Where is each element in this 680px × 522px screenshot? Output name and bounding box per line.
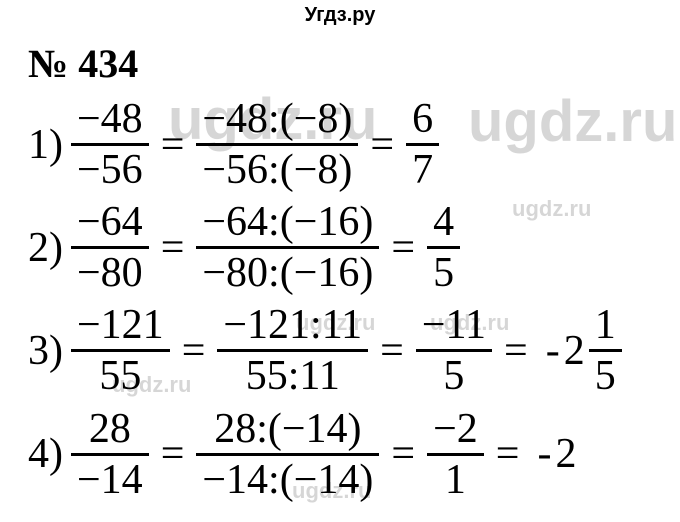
equals-sign: = [380, 330, 404, 372]
equals-sign: = [161, 227, 185, 269]
equals-sign: = [182, 330, 206, 372]
equation-index: 3) [28, 330, 63, 372]
denominator: 1 [439, 458, 472, 502]
numerator: 28 [83, 407, 137, 451]
equals-sign: = [161, 433, 185, 475]
fraction: −64 −80 [71, 200, 149, 295]
numerator: −11 [416, 303, 492, 347]
denominator: −80 [71, 251, 149, 295]
numerator: −48:(−8) [196, 97, 358, 141]
fraction: −121 55 [71, 303, 170, 398]
numerator: −2 [427, 407, 484, 451]
denominator: −14 [71, 458, 149, 502]
denominator: −56 [71, 148, 149, 192]
equals-sign: = [391, 227, 415, 269]
numerator: −64:(−16) [196, 200, 379, 244]
fraction-bar [196, 453, 379, 456]
fraction: −48:(−8) −56:(−8) [196, 97, 358, 192]
equation-index: 2) [28, 227, 63, 269]
denominator: 5 [589, 354, 622, 398]
equation-index: 1) [28, 124, 63, 166]
minus-sign: - [546, 330, 560, 372]
fraction: −64:(−16) −80:(−16) [196, 200, 379, 295]
equation-row: 2) −64 −80 = −64:(−16) −80:(−16) = 4 5 [28, 200, 680, 295]
denominator: 55 [93, 354, 147, 398]
fraction: −11 5 [416, 303, 492, 398]
fraction-bar [589, 349, 622, 352]
equals-sign: = [161, 124, 185, 166]
fraction: 28:(−14) −14:(−14) [196, 407, 379, 502]
denominator: 7 [406, 148, 439, 192]
fraction-bar [196, 143, 358, 146]
fraction-bar [427, 246, 460, 249]
fraction-bar [196, 246, 379, 249]
fraction-bar [71, 453, 149, 456]
fraction: −121:11 55:11 [217, 303, 368, 398]
denominator: 55:11 [240, 354, 346, 398]
denominator: −56:(−8) [196, 148, 358, 192]
denominator: 5 [427, 251, 460, 295]
minus-sign: - [537, 433, 551, 475]
fraction: −2 1 [427, 407, 484, 502]
equals-sign: = [370, 124, 394, 166]
fraction-bar [406, 143, 439, 146]
fraction-bar [416, 349, 492, 352]
denominator: 5 [437, 354, 470, 398]
numerator: −64 [71, 200, 149, 244]
fraction-bar [427, 453, 484, 456]
numerator: 4 [427, 200, 460, 244]
fraction: −48 −56 [71, 97, 149, 192]
fraction: 1 5 [589, 303, 622, 398]
page-root: Угдз.ру № 434 1) −48 −56 = −48:(−8) −56:… [0, 0, 680, 522]
fraction-bar [71, 246, 149, 249]
equation-row: 4) 28 −14 = 28:(−14) −14:(−14) = −2 1 = … [28, 407, 680, 502]
numerator: 1 [589, 303, 622, 347]
site-header: Угдз.ру [305, 4, 376, 27]
fraction-bar [71, 349, 170, 352]
whole-number: 2 [564, 330, 585, 372]
fraction-bar [217, 349, 368, 352]
equals-sign: = [391, 433, 415, 475]
fraction: 4 5 [427, 200, 460, 295]
fraction: 28 −14 [71, 407, 149, 502]
equation-index: 4) [28, 433, 63, 475]
numerator: −121:11 [217, 303, 368, 347]
whole-number: 2 [555, 433, 576, 475]
denominator: −80:(−16) [196, 251, 379, 295]
fraction-bar [71, 143, 149, 146]
numerator: −48 [71, 97, 149, 141]
equals-sign: = [504, 330, 528, 372]
fraction: 6 7 [406, 97, 439, 192]
equals-sign: = [496, 433, 520, 475]
equation-row: 1) −48 −56 = −48:(−8) −56:(−8) = 6 7 [28, 97, 680, 192]
numerator: 28:(−14) [208, 407, 367, 451]
numerator: −121 [71, 303, 170, 347]
equation-row: 3) −121 55 = −121:11 55:11 = −11 5 = - 2… [28, 303, 680, 398]
numerator: 6 [406, 97, 439, 141]
denominator: −14:(−14) [196, 458, 379, 502]
